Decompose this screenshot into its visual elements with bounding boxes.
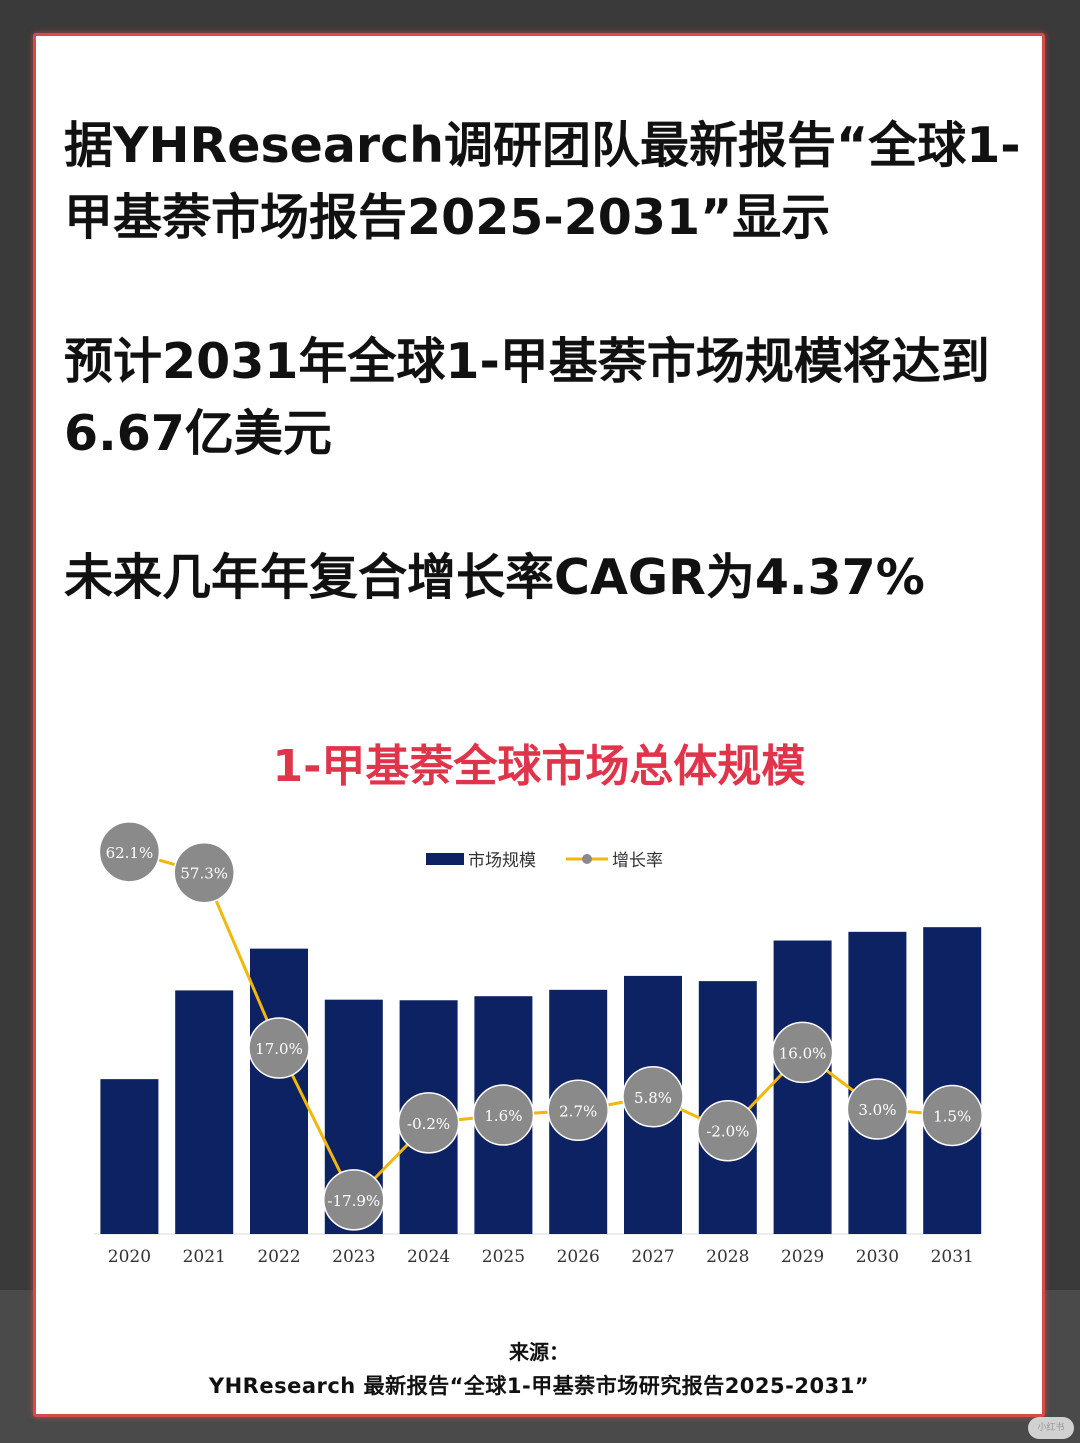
legend-label-market-size: 市场规模	[468, 851, 536, 871]
data-label: -0.2%	[407, 1115, 450, 1133]
data-label: 17.0%	[255, 1040, 303, 1058]
source-label: 来源：	[509, 1340, 569, 1364]
growth-point-2024	[397, 1092, 460, 1154]
x-tick-label: 2020	[108, 1247, 151, 1267]
watermark-logo: 小红书	[1028, 1417, 1074, 1439]
x-tick-label: 2027	[631, 1247, 674, 1267]
x-tick-label: 2022	[257, 1247, 300, 1267]
x-tick-label: 2030	[856, 1247, 899, 1267]
data-label: 2.7%	[559, 1102, 597, 1120]
headline-report-intro: 据YHResearch调研团队最新报告“全球1-甲基萘市场报告2025-2031…	[64, 117, 1021, 246]
bar-2031	[923, 927, 982, 1234]
data-label: 16.0%	[779, 1044, 827, 1062]
headline-cagr: 未来几年年复合增长率CAGR为4.37%	[64, 549, 925, 606]
growth-point-2028	[697, 1099, 759, 1162]
data-label: 5.8%	[634, 1089, 672, 1107]
source-text: YHResearch 最新报告“全球1-甲基萘市场研究报告2025-2031”	[208, 1374, 870, 1398]
x-tick-label: 2028	[706, 1247, 749, 1267]
market-size-chart: 2020 2021 2022 2023 2024 2025 2026 2027 2028 2029…	[94, 821, 983, 1267]
x-tick-label: 2023	[332, 1247, 375, 1267]
x-tick-label: 2024	[407, 1247, 450, 1267]
bar-2022	[250, 948, 308, 1234]
x-tick-label: 2026	[557, 1247, 600, 1267]
legend-label-growth-rate: 增长率	[612, 851, 663, 871]
x-tick-label: 2029	[781, 1247, 824, 1267]
data-label: 62.1%	[106, 844, 154, 862]
growth-point-2027	[622, 1066, 684, 1128]
x-tick-label: 2025	[482, 1247, 525, 1267]
x-tick-label: 2021	[183, 1247, 226, 1267]
growth-point-2022	[248, 1017, 310, 1079]
growth-point-2025	[472, 1084, 535, 1146]
legend-swatch-marker	[582, 854, 592, 864]
bar-2029	[773, 940, 832, 1234]
data-label: -17.9%	[327, 1192, 380, 1210]
growth-point-2023	[323, 1169, 385, 1231]
data-label: 1.6%	[484, 1107, 522, 1125]
growth-point-2020	[98, 821, 161, 883]
growth-point-2031	[921, 1084, 983, 1147]
data-label: 57.3%	[180, 865, 228, 883]
headline-market-size: 预计2031年全球1-甲基萘市场规模将达到6.67亿美元	[64, 333, 990, 462]
bar-2021	[175, 990, 234, 1234]
x-tick-label: 2031	[931, 1247, 974, 1267]
poster-card: 据YHResearch调研团队最新报告“全球1-甲基萘市场报告2025-2031…	[33, 33, 1045, 1417]
chart-title: 1-甲基萘全球市场总体规模	[272, 741, 806, 792]
growth-point-2029	[771, 1021, 834, 1084]
data-label: 1.5%	[933, 1107, 971, 1125]
legend-swatch-bar	[426, 853, 464, 865]
growth-point-2021	[173, 841, 235, 904]
growth-point-2030	[846, 1078, 909, 1140]
data-label: -2.0%	[706, 1123, 749, 1141]
bar-2020	[100, 1079, 159, 1234]
growth-point-2026	[547, 1079, 609, 1142]
data-label: 3.0%	[858, 1101, 896, 1119]
